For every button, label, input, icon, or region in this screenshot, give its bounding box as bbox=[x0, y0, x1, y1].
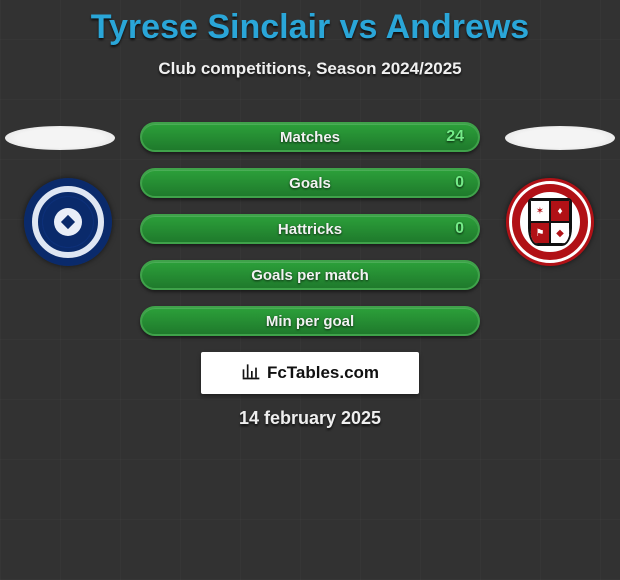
subtitle: Club competitions, Season 2024/2025 bbox=[0, 59, 620, 79]
stat-label: Goals bbox=[289, 175, 331, 192]
stat-value-right: 0 bbox=[455, 174, 464, 192]
player-photo-placeholder-left bbox=[5, 126, 115, 150]
date-text: 14 february 2025 bbox=[0, 408, 620, 429]
stat-bar-goals: Goals 0 bbox=[140, 168, 480, 198]
stat-bar-min-per-goal: Min per goal bbox=[140, 306, 480, 336]
chart-icon bbox=[241, 361, 261, 386]
stat-bar-goals-per-match: Goals per match bbox=[140, 260, 480, 290]
stat-value-right: 24 bbox=[446, 128, 464, 146]
stat-bars: Matches 24 Goals 0 Hattricks 0 Goals per… bbox=[140, 122, 480, 352]
stat-label: Matches bbox=[280, 129, 340, 146]
stat-label: Goals per match bbox=[251, 267, 369, 284]
stat-label: Min per goal bbox=[266, 313, 354, 330]
player-photo-placeholder-right bbox=[505, 126, 615, 150]
club-crest-left bbox=[24, 178, 112, 266]
branding-text: FcTables.com bbox=[267, 363, 379, 383]
stat-value-right: 0 bbox=[455, 220, 464, 238]
stat-bar-hattricks: Hattricks 0 bbox=[140, 214, 480, 244]
page-title: Tyrese Sinclair vs Andrews bbox=[0, 0, 620, 47]
stat-bar-matches: Matches 24 bbox=[140, 122, 480, 152]
club-crest-right: ✶ ♦ ⚑ ◆ bbox=[506, 178, 594, 266]
stat-label: Hattricks bbox=[278, 221, 342, 238]
branding-badge: FcTables.com bbox=[201, 352, 419, 394]
